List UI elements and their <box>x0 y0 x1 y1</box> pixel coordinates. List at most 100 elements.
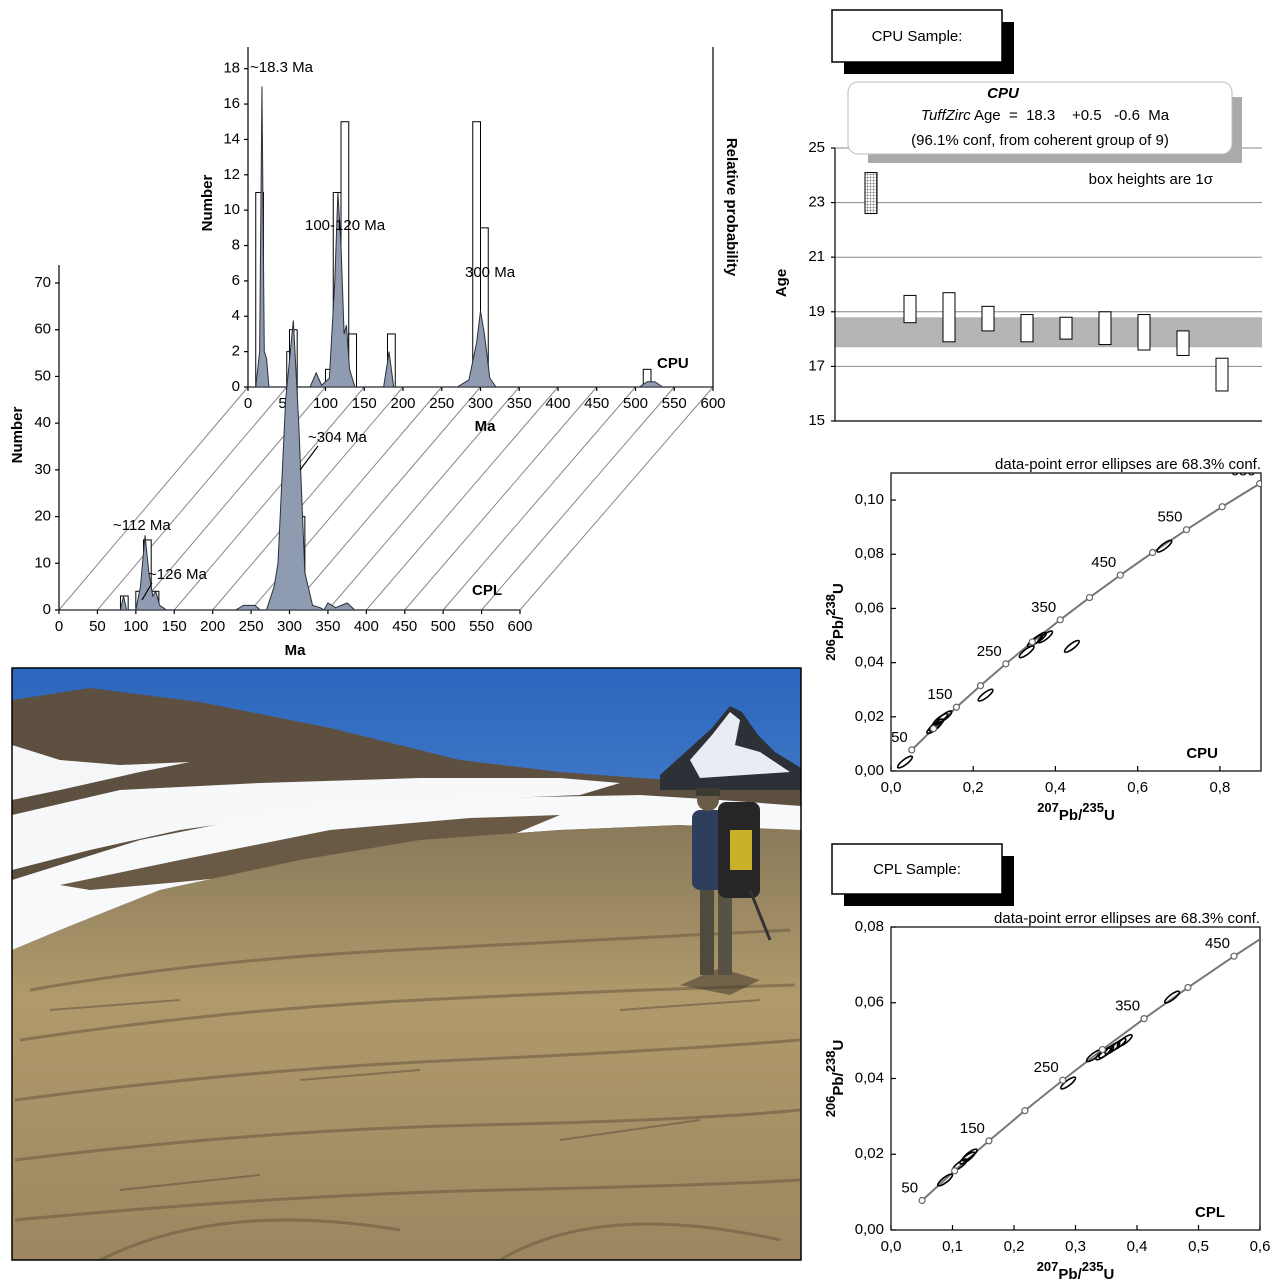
sample-title: CPU Sample: <box>872 28 963 45</box>
perspective-line <box>365 386 559 611</box>
y-tick-label: 0,04 <box>855 654 884 671</box>
age-label: 450 <box>1091 554 1116 571</box>
method: TuffZirc <box>921 107 971 124</box>
error-ellipse <box>977 688 994 702</box>
x-tick-label: 0,5 <box>1188 1238 1209 1255</box>
age-marker <box>1256 479 1261 488</box>
x-tick-label: 0,2 <box>963 779 984 796</box>
age-marker <box>976 682 985 690</box>
perspective-line <box>97 386 288 611</box>
error-ellipse <box>936 710 953 724</box>
superscript: 206 <box>823 639 838 661</box>
label-part: U <box>1104 807 1115 824</box>
age-marker <box>908 746 916 754</box>
x-axis-label: Ma <box>285 642 306 659</box>
y-tick-label: 2 <box>232 343 240 360</box>
x-tick-label: 550 <box>662 395 687 412</box>
age-label: 250 <box>1034 1059 1059 1076</box>
perspective-line <box>481 386 675 611</box>
age-label: 350 <box>1031 599 1056 616</box>
y-tick-label: 19 <box>808 303 825 320</box>
age-marker <box>918 1196 926 1205</box>
y-tick-label: 10 <box>223 201 240 218</box>
x-tick-label: 0,2 <box>1004 1238 1025 1255</box>
x-tick-label: 0,4 <box>1127 1238 1148 1255</box>
annotation: ~18.3 Ma <box>250 59 314 76</box>
concordia-curve <box>921 937 1260 1202</box>
y-tick-label: 25 <box>808 139 825 156</box>
age-label: 50 <box>891 729 908 746</box>
x-tick-label: 0 <box>55 618 63 635</box>
x-tick-label: 50 <box>89 618 106 635</box>
y-tick-label: 0 <box>232 378 240 395</box>
ellipse-note: data-point error ellipses are 68.3% conf… <box>995 456 1261 473</box>
superscript: 235 <box>1082 1259 1104 1274</box>
y-tick-label: 15 <box>808 412 825 429</box>
hiker <box>680 788 772 995</box>
age-marker <box>1218 503 1226 511</box>
x-tick-label: 450 <box>584 395 609 412</box>
age-label: 450 <box>1205 935 1230 952</box>
perspective-line <box>442 386 636 611</box>
error-ellipse <box>1060 1076 1077 1090</box>
result: Age = 18.3 +0.5 -0.6 Ma <box>971 107 1170 124</box>
y-tick-label: 0,00 <box>855 762 884 779</box>
y-tick-label: 0 <box>43 601 51 618</box>
sample-label: CPU <box>657 355 689 372</box>
y-tick-label: 0,08 <box>855 545 884 562</box>
x-tick-label: 350 <box>315 618 340 635</box>
y-tick-label: 6 <box>232 272 240 289</box>
y-tick-label: 8 <box>232 236 240 253</box>
x-tick-label: 150 <box>352 395 377 412</box>
y-tick-label: 0,04 <box>855 1069 884 1086</box>
age-marker <box>1056 616 1064 624</box>
age-marker <box>951 1167 959 1175</box>
age-label: 350 <box>1115 998 1140 1015</box>
error-ellipse <box>1018 645 1035 659</box>
ellipse-note: data-point error ellipses are 68.3% conf… <box>994 910 1260 927</box>
annotation: 100-120 Ma <box>305 217 386 234</box>
label-part: Pb/ <box>1059 807 1083 824</box>
age-box <box>1059 316 1073 340</box>
age-box <box>903 294 917 324</box>
x-tick-label: 100 <box>123 618 148 635</box>
age-label: 150 <box>960 1120 985 1137</box>
superscript: 206 <box>823 1096 838 1118</box>
error-ellipse <box>1163 990 1181 1004</box>
probability-curve <box>248 86 713 388</box>
sample-label: CPL <box>472 582 502 599</box>
y-axis-label: Number <box>9 407 26 464</box>
x-tick-label: 450 <box>392 618 417 635</box>
y-tick-label: 23 <box>808 194 825 211</box>
x-tick-label: 0,6 <box>1127 779 1148 796</box>
age-label: 250 <box>977 643 1002 660</box>
superscript: 238 <box>823 1051 838 1073</box>
plot-frame <box>890 472 1262 772</box>
y-tick-label: 70 <box>34 274 51 291</box>
y2-axis-label: Relative probability <box>723 138 740 277</box>
y-tick-label: 50 <box>34 367 51 384</box>
probability-curve <box>59 320 520 611</box>
age-marker <box>1098 1045 1107 1054</box>
x-tick-label: 400 <box>354 618 379 635</box>
superscript: 207 <box>1037 800 1059 815</box>
age-marker <box>1182 526 1191 534</box>
age-marker <box>985 1137 993 1145</box>
error-ellipse <box>896 755 914 769</box>
photo <box>12 668 801 1260</box>
leader-line <box>299 445 319 471</box>
y-tick-label: 0,00 <box>855 1221 884 1238</box>
label-part: U <box>830 1040 847 1051</box>
age-box <box>1215 357 1229 392</box>
x-tick-label: 0,8 <box>1209 779 1230 796</box>
y-tick-label: 30 <box>34 461 51 478</box>
error-ellipse <box>1063 639 1081 654</box>
age-box <box>942 292 956 343</box>
age-box <box>1137 314 1151 351</box>
superscript: 238 <box>823 594 838 616</box>
y-axis-label: 206Pb/238U <box>823 1040 847 1118</box>
annotation: 300 Ma <box>465 264 516 281</box>
perspective-line <box>404 386 598 611</box>
age-marker <box>1059 1076 1067 1084</box>
